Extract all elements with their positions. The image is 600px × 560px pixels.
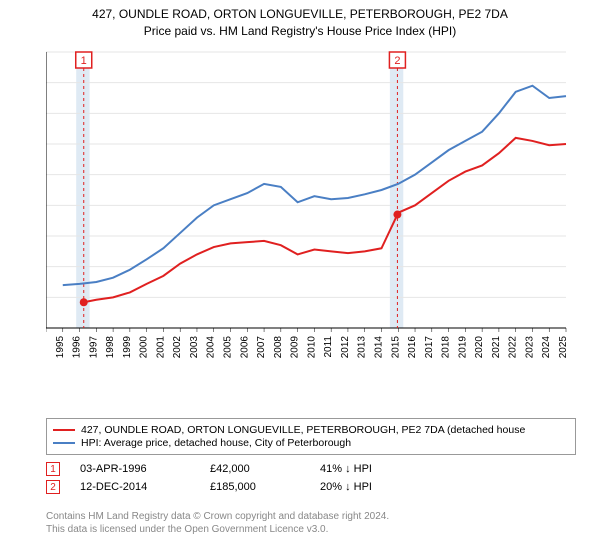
price-chart: £0£50K£100K£150K£200K£250K£300K£350K£400… — [46, 48, 576, 378]
svg-text:1996: 1996 — [72, 336, 83, 359]
svg-text:2002: 2002 — [172, 336, 183, 359]
svg-text:1997: 1997 — [88, 336, 99, 359]
svg-text:2014: 2014 — [373, 336, 384, 359]
svg-text:2023: 2023 — [524, 336, 535, 359]
svg-text:2018: 2018 — [441, 336, 452, 359]
event-price: £42,000 — [210, 463, 300, 475]
svg-text:1995: 1995 — [55, 336, 66, 359]
svg-text:2015: 2015 — [390, 336, 401, 359]
footer-note: Contains HM Land Registry data © Crown c… — [46, 510, 576, 536]
svg-text:2025: 2025 — [558, 336, 569, 359]
legend-swatch — [53, 442, 75, 444]
event-date: 12-DEC-2014 — [80, 481, 190, 493]
svg-text:2022: 2022 — [508, 336, 519, 359]
svg-text:1999: 1999 — [122, 336, 133, 359]
legend-label: HPI: Average price, detached house, City… — [81, 437, 351, 449]
legend-item: HPI: Average price, detached house, City… — [53, 437, 569, 449]
legend-label: 427, OUNDLE ROAD, ORTON LONGUEVILLE, PET… — [81, 424, 525, 436]
event-marker-icon: 2 — [46, 480, 60, 494]
event-delta: 20% ↓ HPI — [320, 481, 430, 493]
svg-text:1998: 1998 — [105, 336, 116, 359]
event-marker-icon: 1 — [46, 462, 60, 476]
event-row: 1 03-APR-1996 £42,000 41% ↓ HPI — [46, 462, 576, 476]
svg-text:2021: 2021 — [491, 336, 502, 359]
svg-text:1: 1 — [81, 55, 87, 67]
event-table: 1 03-APR-1996 £42,000 41% ↓ HPI 2 12-DEC-2014… — [46, 458, 576, 498]
svg-text:2016: 2016 — [407, 336, 418, 359]
svg-text:2010: 2010 — [306, 336, 317, 359]
svg-text:1994: 1994 — [46, 336, 49, 359]
title-line1: 427, OUNDLE ROAD, ORTON LONGUEVILLE, PET… — [0, 6, 600, 23]
svg-text:2000: 2000 — [139, 336, 150, 359]
footer-line2: This data is licensed under the Open Gov… — [46, 523, 576, 536]
legend: 427, OUNDLE ROAD, ORTON LONGUEVILLE, PET… — [46, 418, 576, 455]
svg-text:2005: 2005 — [223, 336, 234, 359]
legend-swatch — [53, 429, 75, 431]
svg-text:2017: 2017 — [424, 336, 435, 359]
svg-text:2012: 2012 — [340, 336, 351, 359]
svg-text:2003: 2003 — [189, 336, 200, 359]
event-delta: 41% ↓ HPI — [320, 463, 430, 475]
chart-container: { "title": { "line1": "427, OUNDLE ROAD,… — [0, 0, 600, 560]
svg-text:2011: 2011 — [323, 336, 334, 358]
event-row: 2 12-DEC-2014 £185,000 20% ↓ HPI — [46, 480, 576, 494]
svg-text:2: 2 — [394, 55, 400, 67]
event-date: 03-APR-1996 — [80, 463, 190, 475]
svg-text:2024: 2024 — [541, 336, 552, 359]
title-line2: Price paid vs. HM Land Registry's House … — [0, 23, 600, 40]
svg-text:2001: 2001 — [155, 336, 166, 359]
footer-line1: Contains HM Land Registry data © Crown c… — [46, 510, 576, 523]
svg-text:2009: 2009 — [290, 336, 301, 359]
legend-item: 427, OUNDLE ROAD, ORTON LONGUEVILLE, PET… — [53, 424, 569, 436]
chart-title: 427, OUNDLE ROAD, ORTON LONGUEVILLE, PET… — [0, 0, 600, 40]
svg-text:2008: 2008 — [273, 336, 284, 359]
svg-text:2013: 2013 — [357, 336, 368, 359]
svg-text:2006: 2006 — [239, 336, 250, 359]
svg-text:2004: 2004 — [206, 336, 217, 359]
event-price: £185,000 — [210, 481, 300, 493]
svg-text:2020: 2020 — [474, 336, 485, 359]
svg-text:2007: 2007 — [256, 336, 267, 359]
svg-text:2019: 2019 — [457, 336, 468, 359]
